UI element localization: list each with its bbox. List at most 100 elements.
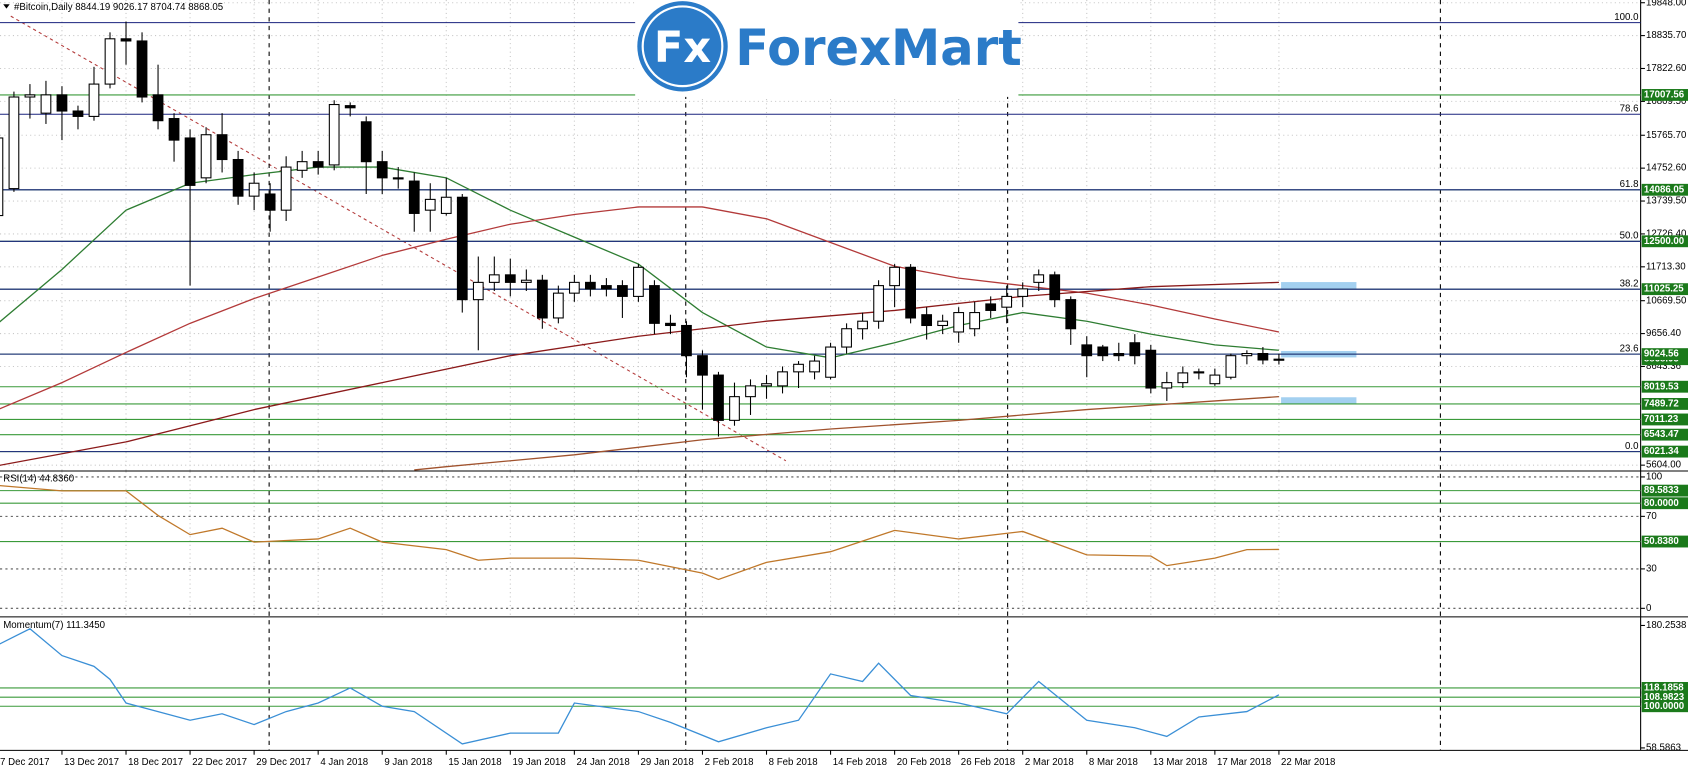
x-tick-label: 8 Feb 2018 [769, 757, 818, 768]
candle-body [1049, 274, 1061, 301]
fib-label: 100.0 [1614, 12, 1638, 23]
y-tick-label: 5604.00 [1646, 460, 1681, 471]
logo-name: ForexMart [735, 19, 1022, 77]
candle-body [168, 118, 180, 141]
candle-body [969, 312, 981, 330]
y-tick-label: 19848.00 [1646, 0, 1686, 8]
zone [1281, 282, 1357, 289]
candle-body [809, 360, 820, 373]
candle-body [472, 281, 484, 301]
candle-body [1001, 295, 1013, 308]
candle-body [376, 161, 388, 179]
candle-body [488, 274, 500, 283]
level-box [1641, 484, 1688, 497]
x-tick-label: 19 Jan 2018 [512, 757, 565, 768]
indicator-line [0, 627, 1280, 745]
candle-body [1209, 374, 1221, 385]
level-box [1641, 535, 1688, 548]
level-label: 6543.47 [1644, 429, 1679, 440]
y-tick-label: 70 [1646, 511, 1657, 522]
logo-circle [637, 1, 728, 92]
candle-body [1241, 352, 1253, 357]
x-tick-label: 13 Dec 2017 [64, 757, 119, 768]
level-label: 9024.56 [1644, 349, 1680, 360]
logo-mark: Fx [654, 23, 711, 73]
level-box [1641, 682, 1688, 694]
candle-body [552, 292, 564, 319]
y-tick-label: 11713.30 [1646, 261, 1686, 272]
level-box [1641, 691, 1688, 704]
y-tick-label: 10669.50 [1646, 295, 1686, 306]
candle-body [200, 134, 212, 179]
x-tick-label: 15 Jan 2018 [448, 757, 501, 768]
y-tick-label: 17822.60 [1646, 63, 1686, 74]
level-label: 14086.05 [1644, 184, 1685, 195]
fib-label: 38.2 [1620, 278, 1639, 289]
candle-body [328, 103, 340, 166]
y-tick-label: 30 [1646, 563, 1657, 574]
candle-body [440, 196, 452, 214]
level-label: 6021.34 [1644, 446, 1680, 457]
candle-body [905, 266, 917, 319]
candle-body [584, 281, 596, 290]
candle-body [745, 385, 756, 398]
x-tick-label: 4 Jan 2018 [320, 757, 368, 768]
moving-average [0, 281, 1279, 466]
y-tick-label: 12726.40 [1646, 228, 1686, 239]
candle-body [408, 180, 420, 214]
x-tick-label: 8 Mar 2018 [1089, 757, 1138, 768]
moving-average [414, 396, 1279, 471]
candle-body [841, 328, 852, 348]
level-box [1641, 235, 1688, 248]
candle-body [360, 121, 372, 163]
pane-title: #Bitcoin,Daily 8844.19 9026.17 8704.74 8… [14, 2, 223, 13]
fib-label: 78.6 [1620, 103, 1639, 114]
candle-body [985, 303, 997, 311]
candle-body [1257, 352, 1269, 361]
y-tick-label: 0 [1646, 603, 1651, 614]
x-tick-label: 9 Jan 2018 [384, 757, 432, 768]
candle-body [504, 274, 516, 283]
fib-label: 0.0 [1625, 441, 1638, 452]
candle-body [1097, 346, 1109, 357]
x-tick-label: 22 Mar 2018 [1281, 757, 1335, 768]
x-tick-label: 17 Mar 2018 [1217, 757, 1271, 768]
candle-body [633, 266, 644, 297]
candle-body [248, 182, 260, 197]
candle-body [937, 320, 949, 327]
candle-body [296, 161, 308, 171]
candle-body [777, 371, 788, 387]
candle-body [104, 38, 116, 85]
candle-body [697, 355, 708, 376]
candle-body [1113, 352, 1125, 357]
candle-body [889, 266, 900, 287]
candle-body [857, 320, 868, 330]
candle-body [681, 324, 692, 357]
level-label: 7011.23 [1644, 414, 1679, 425]
indicator-line [0, 485, 1279, 581]
x-tick-label: 2 Feb 2018 [705, 757, 754, 768]
candle-body [424, 198, 436, 211]
fib-label: 50.0 [1620, 230, 1639, 241]
candle-body [456, 196, 468, 301]
level-label: 8019.53 [1644, 381, 1680, 392]
pane-title: RSI(14) 44.8360 [3, 474, 74, 485]
candle-body [56, 94, 68, 112]
x-tick-label: 29 Dec 2017 [256, 757, 311, 768]
candle-body [1081, 344, 1093, 357]
zone [1281, 397, 1357, 404]
level-label: 11025.25 [1644, 284, 1684, 295]
level-label: 17007.56 [1644, 90, 1685, 101]
candle-body [88, 83, 100, 117]
candle-body [1065, 299, 1077, 330]
level-label: 80.0000 [1644, 498, 1679, 509]
x-tick-label: 13 Mar 2018 [1153, 757, 1207, 768]
candle-body [1017, 288, 1029, 297]
y-tick-label: 9656.40 [1646, 328, 1681, 339]
level-box [1641, 89, 1688, 101]
candle-body [264, 193, 276, 211]
level-box [1641, 348, 1688, 361]
candle-body [665, 322, 676, 327]
